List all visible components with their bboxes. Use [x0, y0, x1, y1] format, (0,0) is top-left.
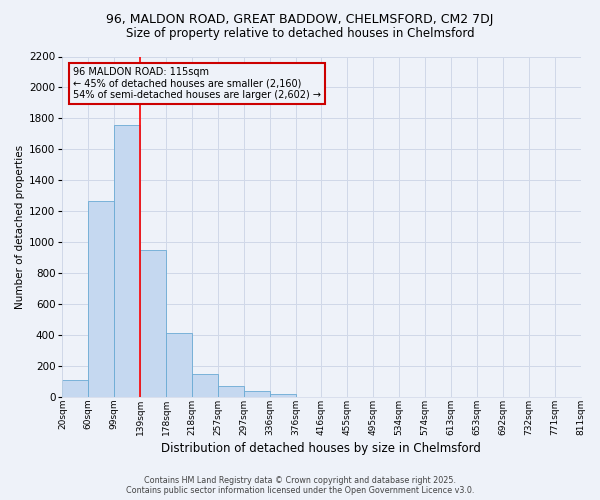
Text: Contains HM Land Registry data © Crown copyright and database right 2025.
Contai: Contains HM Land Registry data © Crown c…	[126, 476, 474, 495]
Text: Size of property relative to detached houses in Chelmsford: Size of property relative to detached ho…	[125, 28, 475, 40]
Bar	[192, 374, 218, 398]
Bar	[114, 124, 140, 398]
Text: 96 MALDON ROAD: 115sqm
← 45% of detached houses are smaller (2,160)
54% of semi-: 96 MALDON ROAD: 115sqm ← 45% of detached…	[73, 66, 321, 100]
Bar	[218, 386, 244, 398]
Y-axis label: Number of detached properties: Number of detached properties	[15, 145, 25, 309]
Bar	[166, 333, 192, 398]
Bar	[62, 380, 88, 398]
Bar	[88, 200, 114, 398]
Bar	[244, 391, 269, 398]
X-axis label: Distribution of detached houses by size in Chelmsford: Distribution of detached houses by size …	[161, 442, 481, 455]
Bar	[269, 394, 296, 398]
Bar	[140, 250, 166, 398]
Text: 96, MALDON ROAD, GREAT BADDOW, CHELMSFORD, CM2 7DJ: 96, MALDON ROAD, GREAT BADDOW, CHELMSFOR…	[106, 12, 494, 26]
